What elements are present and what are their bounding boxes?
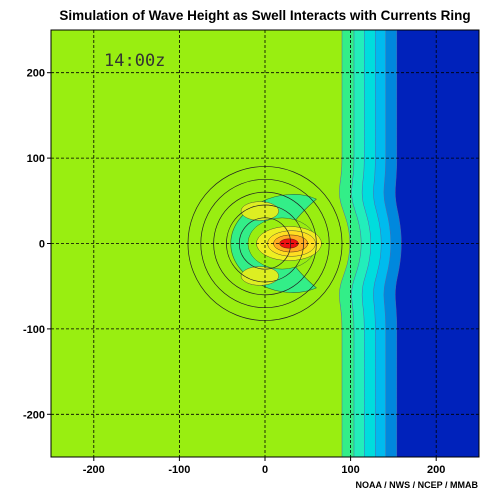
x-tick-label: 0	[262, 464, 268, 476]
plot-area	[51, 30, 479, 457]
grid-lines	[51, 30, 479, 457]
y-tick-label: 100	[27, 153, 45, 165]
credit-text: NOAA / NWS / NCEP / MMAB	[355, 480, 478, 490]
yellow-lobe	[240, 266, 279, 286]
x-tick-label: -100	[168, 464, 190, 476]
chart-title: Simulation of Wave Height as Swell Inter…	[59, 8, 470, 23]
x-tick-label: 100	[341, 464, 359, 476]
y-tick-label: -100	[23, 324, 45, 336]
y-tick-label: -200	[23, 409, 45, 421]
x-tick-label: 200	[427, 464, 445, 476]
y-axis: -200 -100 0 100 200	[23, 68, 51, 421]
x-tick-label: -200	[83, 464, 105, 476]
x-axis: -200 -100 0 100 200	[83, 457, 445, 476]
y-tick-label: 200	[27, 68, 45, 80]
time-annotation: 14:00z	[104, 51, 165, 71]
yellow-lobe	[240, 201, 279, 221]
y-tick-label: 0	[39, 239, 45, 251]
